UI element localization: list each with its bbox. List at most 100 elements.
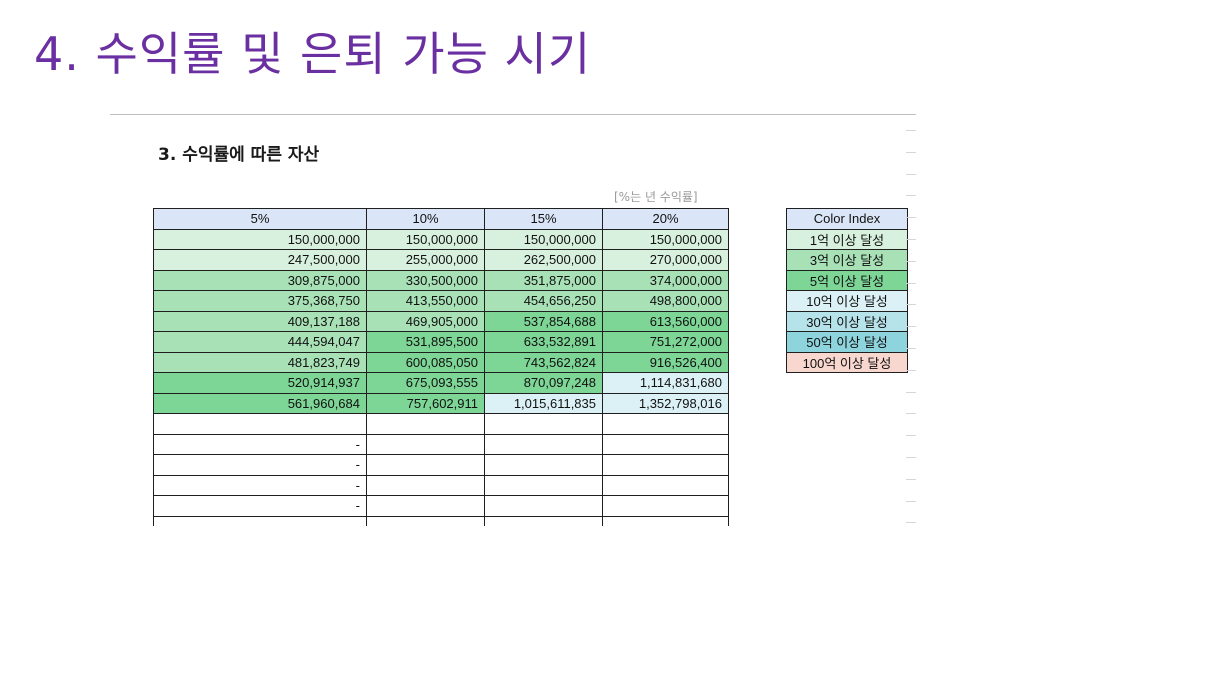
- table-row: [153, 515, 729, 526]
- table-cell: [602, 515, 729, 526]
- color-index-item: 10억 이상 달성: [786, 290, 908, 312]
- col-header-15pct: 15%: [484, 208, 603, 230]
- color-index-row: 1억 이상 달성: [786, 228, 908, 250]
- table-cell: [602, 454, 729, 476]
- table-cell: 374,000,000: [602, 269, 729, 291]
- table-row: 150,000,000 150,000,000 150,000,000 150,000…: [153, 228, 729, 250]
- color-index-row: 3억 이상 달성: [786, 249, 908, 271]
- table-cell: [153, 515, 367, 526]
- table-cell: 150,000,000: [484, 228, 603, 250]
- table-cell: [366, 474, 485, 496]
- table-cell: [366, 515, 485, 526]
- edge-tick: [906, 304, 916, 306]
- table-cell: 409,137,188: [153, 310, 367, 332]
- edge-tick: [906, 522, 916, 524]
- table-row: -: [153, 433, 729, 455]
- table-cell: 150,000,000: [366, 228, 485, 250]
- table-cell: 1,114,831,680: [602, 372, 729, 394]
- table-cell: 150,000,000: [153, 228, 367, 250]
- table-cell: 520,914,937: [153, 372, 367, 394]
- table-cell: 537,854,688: [484, 310, 603, 332]
- table-cell: 561,960,684: [153, 392, 367, 414]
- table-cell: 247,500,000: [153, 249, 367, 271]
- col-header-10pct: 10%: [366, 208, 485, 230]
- color-index-item: 30억 이상 달성: [786, 310, 908, 332]
- table-cell: 1,352,798,016: [602, 392, 729, 414]
- table-cell: 531,895,500: [366, 331, 485, 353]
- edge-tick: [906, 391, 916, 393]
- table-row: 409,137,188 469,905,000 537,854,688 613,560…: [153, 310, 729, 332]
- table-cell: 481,823,749: [153, 351, 367, 373]
- table-cell: 444,594,047: [153, 331, 367, 353]
- table-cell: [484, 474, 603, 496]
- table-cell: [484, 515, 603, 526]
- col-header-20pct: 20%: [602, 208, 729, 230]
- table-cell: [366, 454, 485, 476]
- color-index-header-row: Color Index: [786, 208, 908, 230]
- color-index-item: 1억 이상 달성: [786, 228, 908, 250]
- table-cell: -: [153, 433, 367, 455]
- table-cell: 255,000,000: [366, 249, 485, 271]
- edge-tick: [906, 369, 916, 371]
- edge-tick: [906, 326, 916, 328]
- color-index-table: Color Index 1억 이상 달성 3억 이상 달성 5억 이상 달성 10억 …: [786, 208, 908, 373]
- table-cell: 262,500,000: [484, 249, 603, 271]
- color-index-row: 10억 이상 달성: [786, 290, 908, 312]
- edge-tick: [906, 282, 916, 284]
- table-row: -: [153, 495, 729, 517]
- table-cell: [366, 495, 485, 517]
- color-index-item: 100억 이상 달성: [786, 351, 908, 373]
- table-cell: 469,905,000: [366, 310, 485, 332]
- table-cell: 351,875,000: [484, 269, 603, 291]
- title-divider: [110, 114, 916, 115]
- table-cell: 600,085,050: [366, 351, 485, 373]
- table-cell: 498,800,000: [602, 290, 729, 312]
- color-index-row: 30억 이상 달성: [786, 310, 908, 332]
- table-row: 375,368,750 413,550,000 454,656,250 498,800…: [153, 290, 729, 312]
- table-cell: [602, 433, 729, 455]
- table-cell: 150,000,000: [602, 228, 729, 250]
- edge-tick: [906, 413, 916, 415]
- table-cell: [484, 413, 603, 435]
- table-cell: 743,562,824: [484, 351, 603, 373]
- table-cell: [602, 413, 729, 435]
- edge-tick: [906, 217, 916, 219]
- table-row: -: [153, 454, 729, 476]
- edge-tick: [906, 435, 916, 437]
- table-row: 520,914,937 675,093,555 870,097,248 1,114,8…: [153, 372, 729, 394]
- table-cell: 675,093,555: [366, 372, 485, 394]
- table-cell: [484, 454, 603, 476]
- table-row: 247,500,000 255,000,000 262,500,000 270,000…: [153, 249, 729, 271]
- col-header-5pct: 5%: [153, 208, 367, 230]
- table-cell: -: [153, 495, 367, 517]
- table-cell: [153, 413, 367, 435]
- color-index-item: 5억 이상 달성: [786, 269, 908, 291]
- table-cell: [484, 433, 603, 455]
- slide-title: 4. 수익률 및 은퇴 가능 시기: [34, 27, 592, 81]
- table-cell: 633,532,891: [484, 331, 603, 353]
- section-heading: 3. 수익률에 따른 자산: [158, 145, 320, 165]
- edge-tick: [906, 195, 916, 197]
- table-cell: 309,875,000: [153, 269, 367, 291]
- table-cell: 413,550,000: [366, 290, 485, 312]
- edge-tick: [906, 239, 916, 240]
- table-cell: 1,015,611,835: [484, 392, 603, 414]
- table-row: [153, 413, 729, 435]
- table-cell: [366, 413, 485, 435]
- edge-tick: [906, 260, 916, 262]
- table-row: 561,960,684 757,602,911 1,015,611,835 1,352…: [153, 392, 729, 414]
- table-cell: [602, 495, 729, 517]
- table-cell: 270,000,000: [602, 249, 729, 271]
- edge-tick: [906, 173, 916, 175]
- edge-tick: [906, 151, 916, 153]
- edge-tick: [906, 348, 916, 349]
- table-row: -: [153, 474, 729, 496]
- table-cell: [484, 495, 603, 517]
- table-cell: 330,500,000: [366, 269, 485, 291]
- color-index-row: 5억 이상 달성: [786, 269, 908, 291]
- table-cell: [602, 474, 729, 496]
- table-cell: 757,602,911: [366, 392, 485, 414]
- table-cell: -: [153, 454, 367, 476]
- table-row: 481,823,749 600,085,050 743,562,824 916,526…: [153, 351, 729, 373]
- table-cell: 454,656,250: [484, 290, 603, 312]
